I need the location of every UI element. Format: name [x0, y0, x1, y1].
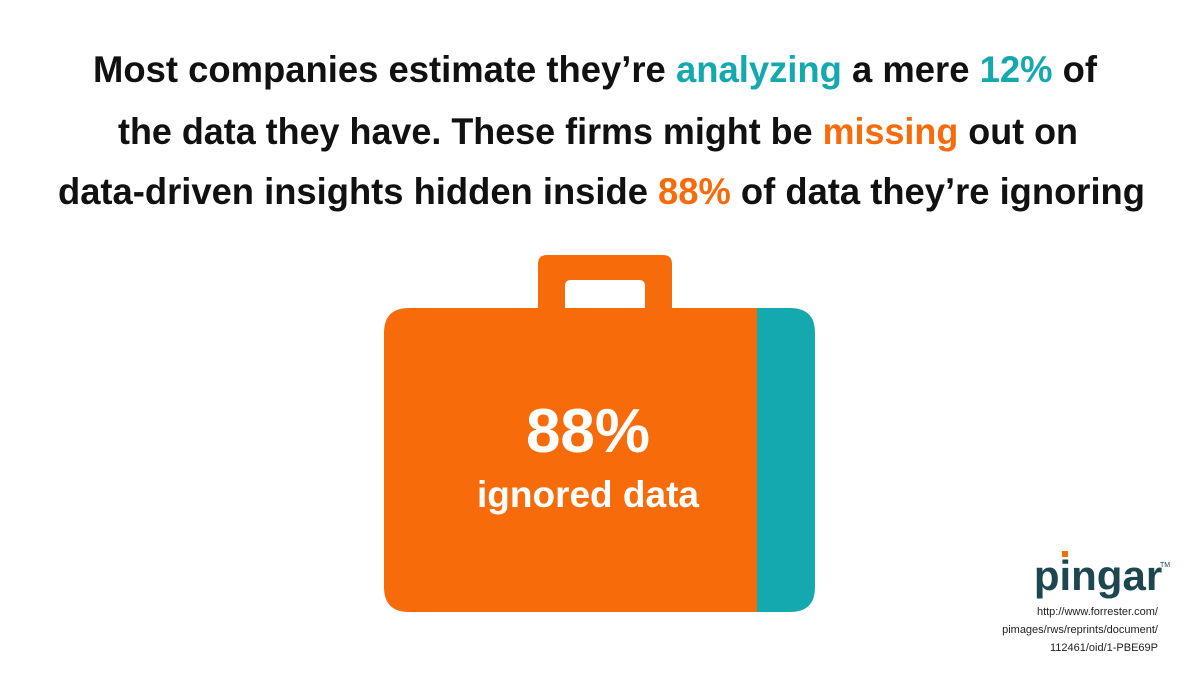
- source-line: http://www.forrester.com/: [1037, 606, 1159, 618]
- source-line: pimages/rws/reprints/document/: [1002, 624, 1159, 636]
- logo: pingar TM: [1034, 551, 1170, 599]
- headline-segment: out on: [958, 111, 1078, 152]
- headline-segment: of: [1053, 49, 1098, 90]
- logo-mark: TM: [1160, 562, 1170, 569]
- headline-segment: of data they’re ignoring: [731, 171, 1145, 212]
- headline-line: data-driven insights hidden inside 88% o…: [58, 171, 1145, 212]
- ignored-segment: [384, 308, 757, 612]
- source: http://www.forrester.com/ pimages/rws/re…: [1002, 606, 1159, 654]
- logo-name: pingar: [1034, 552, 1162, 599]
- source-line: 112461/oid/1-PBE69P: [1050, 642, 1158, 654]
- headline-segment: data-driven insights hidden inside: [58, 171, 658, 212]
- headline-segment: 88%: [658, 171, 731, 212]
- headline-segment: a mere: [842, 49, 980, 90]
- headline-segment: Most companies estimate they’re: [93, 49, 676, 90]
- headline-segment: the data they have. These firms might be: [118, 111, 823, 152]
- briefcase-big-label: 88%: [526, 397, 650, 466]
- analyzed-segment: [757, 308, 815, 612]
- briefcase-handle: [538, 255, 672, 308]
- headline-segment: missing: [823, 111, 959, 152]
- briefcase-small-label: ignored data: [477, 474, 699, 515]
- logo-dot: [1062, 551, 1068, 557]
- headline-segment: 12%: [980, 49, 1053, 90]
- headline-line: Most companies estimate they’re analyzin…: [93, 49, 1098, 90]
- headline-line: the data they have. These firms might be…: [118, 111, 1078, 152]
- briefcase: 88% ignored data: [384, 255, 815, 612]
- headline-segment: analyzing: [676, 49, 842, 90]
- headline: Most companies estimate they’re analyzin…: [58, 49, 1145, 212]
